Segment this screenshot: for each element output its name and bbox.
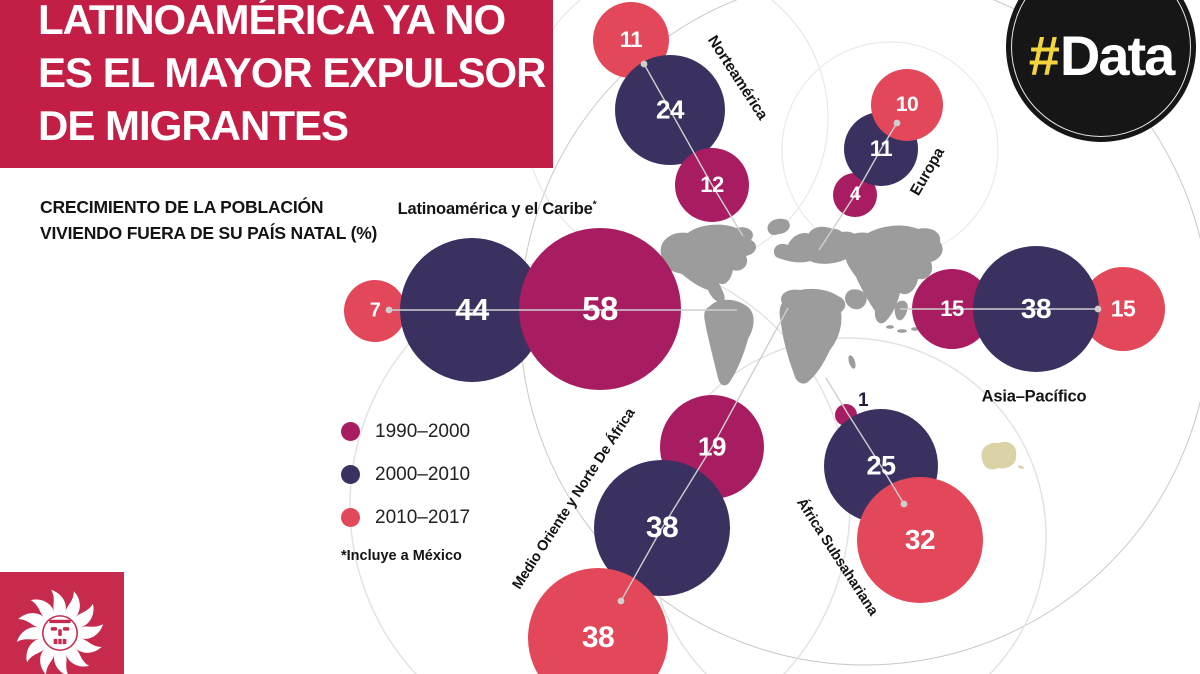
bubble-value-asia-pacifico-2000-2010: 38 xyxy=(1020,293,1052,324)
bubble-value-latinoamerica-y-el-caribe-2000-2010: 44 xyxy=(455,292,489,327)
publisher-logo-box xyxy=(0,572,124,674)
bubble-value-latinoamerica-y-el-caribe-2010-2017: 7 xyxy=(369,299,381,322)
bubble-value-medio-oriente-y-norte-de-africa-2010-2017: 38 xyxy=(581,621,615,654)
legend-dot-1990-2000 xyxy=(341,422,360,441)
legend-dot-2010-2017 xyxy=(341,508,360,527)
bubble-value-latinoamerica-y-el-caribe-1990-2000: 58 xyxy=(582,290,618,327)
region-label-latinoamerica-y-el-caribe: Latinoamérica y el Caribe* xyxy=(397,199,597,218)
bubble-value-asia-pacifico-1990-2000: 15 xyxy=(940,296,964,321)
region-label-asia-pacifico: Asia–Pacífico xyxy=(981,387,1087,406)
bubble-value-norteamerica-2010-2017: 11 xyxy=(619,27,643,52)
bubble-value-medio-oriente-y-norte-de-africa-1990-2000: 19 xyxy=(698,431,726,462)
legend: 1990–2000 2000–2010 2010–2017 *Incluye a… xyxy=(341,410,470,564)
bubble-value-africa-subsahariana-2000-2010: 25 xyxy=(866,450,896,481)
legend-item-2010-2017: 2010–2017 xyxy=(341,496,470,539)
legend-item-1990-2000: 1990–2000 xyxy=(341,410,470,453)
bubble-latinoamerica-y-el-caribe-2010-2017 xyxy=(344,280,406,342)
title-banner: LATINOAMÉRICA YA NO ES EL MAYOR EXPULSOR… xyxy=(0,0,553,168)
map-europe xyxy=(773,228,861,264)
page-title-line-1: LATINOAMÉRICA YA NO xyxy=(38,0,506,43)
bubble-value-europa-2010-2017: 10 xyxy=(895,93,919,116)
data-logo-name: Data xyxy=(1059,23,1175,87)
bubble-value-norteamerica-1990-2000: 12 xyxy=(700,172,724,197)
map-japan-1 xyxy=(907,285,913,293)
legend-label-2000-2010: 2000–2010 xyxy=(375,463,471,485)
map-australia xyxy=(981,441,1017,470)
sun-icon xyxy=(16,589,104,674)
legend-dot-2000-2010 xyxy=(341,465,360,484)
map-scandinavia xyxy=(807,226,835,245)
map-arabia xyxy=(844,289,867,310)
bubble-value-africa-subsahariana-2010-2017: 32 xyxy=(904,524,936,555)
legend-label-2010-2017: 2010–2017 xyxy=(375,506,471,528)
map-south-america xyxy=(704,299,754,386)
map-southeast-asia xyxy=(894,300,908,321)
map-indonesia-2 xyxy=(897,329,907,333)
map-madagascar xyxy=(848,355,856,369)
chart-subtitle-line-1: CRECIMIENTO DE LA POBLACIÓN xyxy=(40,197,324,217)
bubble-value-europa-2000-2010: 11 xyxy=(869,136,893,161)
map-tasmania xyxy=(1018,465,1024,470)
legend-item-2000-2010: 2000–2010 xyxy=(341,453,470,496)
bubble-value-medio-oriente-y-norte-de-africa-2000-2010: 38 xyxy=(645,511,679,544)
legend-label-1990-2000: 1990–2000 xyxy=(375,420,471,442)
map-greenland xyxy=(767,218,790,235)
page-title-line-2: ES EL MAYOR EXPULSOR xyxy=(38,49,546,96)
data-logo-badge: #Data xyxy=(1006,0,1196,142)
chart-subtitle-line-2: VIVIENDO FUERA DE SU PAÍS NATAL (%) xyxy=(40,223,378,243)
chart-subtitle: CRECIMIENTO DE LA POBLACIÓN VIVIENDO FUE… xyxy=(40,194,377,246)
hashtag-icon: # xyxy=(1028,23,1060,87)
data-logo-text: #Data xyxy=(1028,23,1176,88)
bubble-value-norteamerica-2000-2010: 24 xyxy=(656,94,684,125)
sun-face-details xyxy=(42,615,78,651)
map-africa xyxy=(779,288,846,384)
map-indonesia-1 xyxy=(886,325,894,329)
bubble-value-africa-subsahariana-1990-2000: 1 xyxy=(857,390,869,411)
bubble-value-asia-pacifico-2010-2017: 15 xyxy=(1110,295,1136,322)
footnote-incluye-mexico: *Incluye a México xyxy=(341,548,462,564)
page-title-line-3: DE MIGRANTES xyxy=(38,102,349,149)
bubble-value-europa-1990-2000: 4 xyxy=(849,184,861,205)
